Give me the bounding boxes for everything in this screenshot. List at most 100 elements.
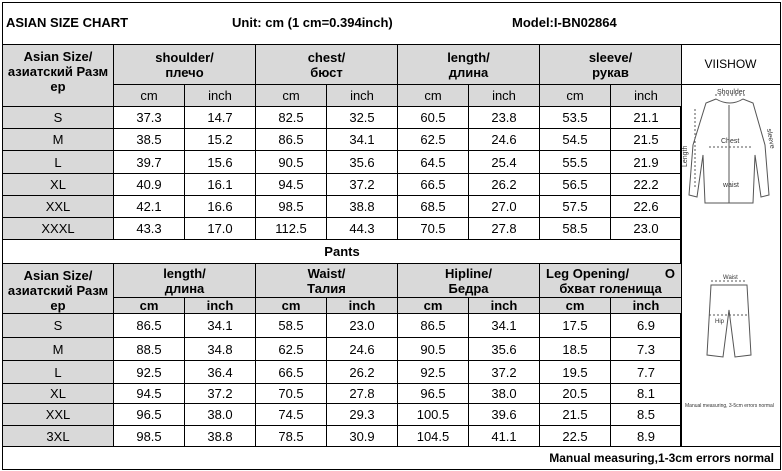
unit-header: cm [255, 297, 327, 314]
cell-text: length/ [447, 49, 490, 65]
cell-text: 38.8 [207, 428, 233, 444]
value-cell: 44.3 [326, 217, 398, 240]
cell-text: inch [208, 88, 232, 103]
cell-text: cm [139, 298, 159, 313]
cell-text: 22.2 [633, 177, 659, 192]
cell-text: 96.5 [136, 407, 162, 422]
cell-text: 64.5 [420, 154, 446, 170]
cell-text: 32.5 [349, 110, 375, 125]
group-header: Waist/Талия [255, 263, 398, 298]
cell-text: 62.5 [420, 132, 446, 147]
unit-header: inch [468, 297, 540, 314]
cell-text: 86.5 [420, 318, 446, 333]
model-number: Model:I-BN02864 [512, 15, 617, 30]
cell-text: 20.5 [562, 386, 588, 401]
value-cell: 37.2 [468, 360, 540, 384]
cell-text: cm [140, 88, 158, 103]
value-cell: 27.0 [468, 195, 540, 218]
value-cell: 21.5 [539, 403, 611, 426]
cell-text: длина [164, 280, 205, 296]
value-cell: 74.5 [255, 403, 327, 426]
cell-text: 38.8 [349, 199, 375, 214]
cell-text: 34.1 [349, 132, 375, 147]
group-header: shoulder/плечо [113, 44, 256, 85]
value-cell: 26.2 [326, 360, 398, 384]
cell-text: 8.1 [636, 386, 656, 401]
cell-text: 42.1 [136, 199, 162, 214]
unit-header: cm [113, 84, 185, 107]
value-cell: 96.5 [113, 403, 185, 426]
value-cell: 21.1 [610, 106, 682, 129]
cell-text: Pants [324, 244, 360, 259]
value-cell: 34.1 [326, 128, 398, 151]
cell-text: 37.2 [207, 386, 233, 401]
cell-text: бхват голенища [559, 280, 662, 296]
value-cell: 66.5 [255, 360, 327, 384]
cell-text: 35.6 [491, 341, 517, 357]
header-line: Leg Opening/О [540, 266, 681, 281]
cell-text: 88.5 [136, 341, 162, 357]
cell-text: 21.1 [633, 110, 659, 125]
cell-text: 94.5 [278, 177, 304, 192]
diagram-label: Chest [721, 138, 739, 145]
group-header: Hipline/Бедра [397, 263, 540, 298]
unit-header: inch [610, 297, 682, 314]
cell-text: 112.5 [275, 221, 307, 236]
cell-text: ер [50, 79, 66, 94]
unit-header: inch [326, 297, 398, 314]
value-cell: 14.7 [184, 106, 256, 129]
value-cell: 58.5 [539, 217, 611, 240]
cell-text: 86.5 [278, 132, 304, 147]
pants-title: Pants [2, 239, 682, 264]
cell-text: 40.9 [136, 177, 162, 192]
cell-text: 35.6 [349, 154, 375, 170]
value-cell: 104.5 [397, 425, 469, 447]
cell-text: 27.8 [349, 386, 375, 401]
value-cell: 15.6 [184, 150, 256, 174]
footer-note: Manual measuring,1-3cm errors normal [549, 450, 774, 465]
value-cell: 8.5 [610, 403, 682, 426]
cell-text: 82.5 [278, 110, 304, 125]
value-cell: 39.7 [113, 150, 185, 174]
cell-text: рукав [592, 64, 629, 80]
value-cell: 27.8 [326, 383, 398, 404]
cell-text: length/ [163, 265, 206, 281]
unit-header: cm [397, 297, 469, 314]
cell-text: 15.2 [207, 132, 233, 147]
size-cell: S [2, 313, 114, 338]
size-cell: XXL [2, 195, 114, 218]
cell-text: 29.3 [349, 407, 375, 422]
value-cell: 62.5 [397, 128, 469, 151]
cell-text: ер [50, 298, 66, 313]
cell-text: 22.5 [562, 428, 588, 444]
cell-text: 8.9 [636, 428, 656, 444]
value-cell: 35.6 [468, 337, 540, 361]
diagram-note: Manual measuring, 3-5cm errors normal [685, 403, 774, 409]
cell-text: 66.5 [420, 177, 446, 192]
value-cell: 24.6 [468, 128, 540, 151]
cell-text: cm [282, 88, 300, 103]
cell-text: 34.1 [207, 318, 233, 333]
value-cell: 37.2 [184, 383, 256, 404]
value-cell: 86.5 [397, 313, 469, 338]
size-cell: S [2, 106, 114, 129]
diagram-label: Hip [715, 319, 725, 325]
garment-diagrams: Shoulder Chest Length sleeve waist Waist… [682, 89, 775, 409]
cell-text: 3XL [46, 428, 70, 444]
value-cell: 37.3 [113, 106, 185, 129]
value-cell: 32.5 [326, 106, 398, 129]
footer-cell: Manual measuring,1-3cm errors normal [2, 446, 781, 470]
group-header: chest/бюст [255, 44, 398, 85]
cell-text: 16.1 [207, 177, 233, 192]
cell-text: 26.2 [349, 364, 375, 380]
cell-text: inch [490, 298, 518, 313]
cell-text: 86.5 [136, 318, 162, 333]
cell-text: inch [206, 298, 234, 313]
value-cell: 34.1 [468, 313, 540, 338]
value-cell: 98.5 [113, 425, 185, 447]
value-cell: 35.6 [326, 150, 398, 174]
cell-text: 94.5 [136, 386, 162, 401]
cell-text: Бедра [448, 280, 489, 296]
cell-text: 17.0 [207, 221, 233, 236]
value-cell: 15.2 [184, 128, 256, 151]
